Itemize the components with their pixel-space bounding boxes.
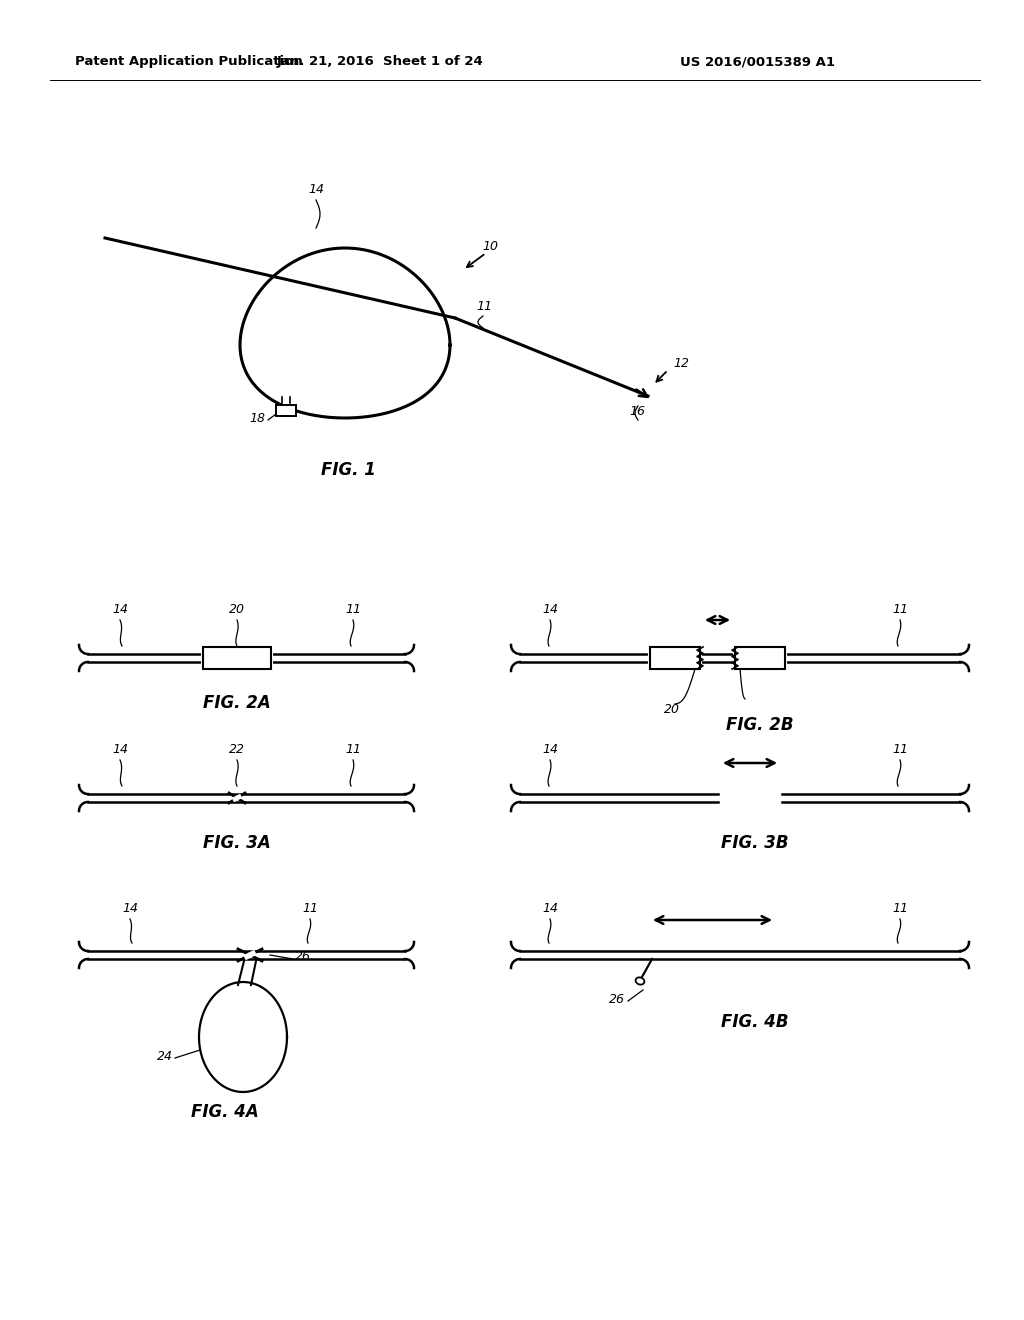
Text: 14: 14 [542, 902, 558, 915]
Text: Jan. 21, 2016  Sheet 1 of 24: Jan. 21, 2016 Sheet 1 of 24 [276, 55, 483, 69]
Text: 11: 11 [302, 902, 318, 915]
Text: 26: 26 [609, 993, 625, 1006]
Text: FIG. 2B: FIG. 2B [726, 715, 794, 734]
Text: 14: 14 [542, 603, 558, 616]
Text: FIG. 4A: FIG. 4A [191, 1104, 259, 1121]
Text: US 2016/0015389 A1: US 2016/0015389 A1 [680, 55, 835, 69]
Text: Patent Application Publication: Patent Application Publication [75, 55, 303, 69]
Text: 10: 10 [482, 240, 498, 253]
Text: FIG. 3A: FIG. 3A [203, 834, 271, 851]
Text: 22: 22 [229, 743, 245, 756]
Bar [203, 647, 271, 669]
Text: 26: 26 [295, 950, 311, 964]
Bar [650, 647, 700, 669]
Text: 14: 14 [542, 743, 558, 756]
Text: 20: 20 [664, 704, 680, 715]
Text: 11: 11 [892, 902, 908, 915]
Text: 16: 16 [629, 405, 645, 418]
Text: 11: 11 [345, 743, 361, 756]
Text: 12: 12 [673, 356, 689, 370]
Text: 18: 18 [249, 412, 265, 425]
Bar [276, 404, 296, 416]
Text: FIG. 3B: FIG. 3B [721, 834, 788, 851]
Text: FIG. 2A: FIG. 2A [203, 694, 271, 711]
Text: 11: 11 [892, 603, 908, 616]
Bar [735, 647, 785, 669]
Text: 14: 14 [122, 902, 138, 915]
Text: FIG. 4B: FIG. 4B [721, 1012, 788, 1031]
Text: 14: 14 [308, 183, 324, 195]
Text: FIG. 1: FIG. 1 [321, 461, 376, 479]
Text: 20: 20 [229, 603, 245, 616]
Text: 24: 24 [157, 1049, 173, 1063]
Text: 14: 14 [112, 603, 128, 616]
Text: 11: 11 [345, 603, 361, 616]
Text: 11: 11 [892, 743, 908, 756]
Text: 14: 14 [112, 743, 128, 756]
Text: 11: 11 [476, 300, 492, 313]
Ellipse shape [636, 977, 644, 985]
